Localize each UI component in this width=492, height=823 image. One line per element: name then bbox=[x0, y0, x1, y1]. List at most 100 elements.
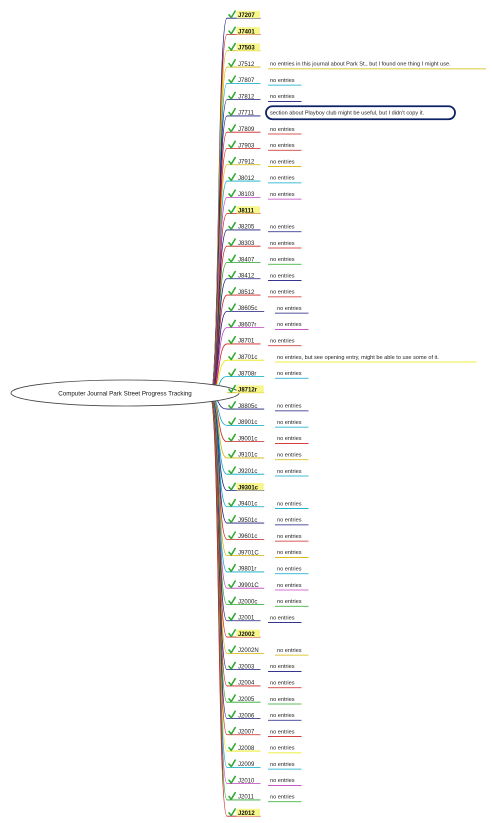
checkmark-icon bbox=[228, 645, 236, 654]
journal-node[interactable]: J2009 no entries bbox=[227, 759, 302, 770]
node-label: J9001c bbox=[238, 436, 257, 442]
journal-node[interactable]: J8512 no entries bbox=[227, 287, 302, 298]
node-label: J2002 bbox=[238, 632, 255, 638]
node-note: no entries bbox=[270, 664, 295, 670]
node-note: no entries bbox=[277, 404, 302, 410]
node-note: no entries bbox=[270, 746, 295, 752]
node-label: J9401c bbox=[238, 502, 257, 508]
node-highlight bbox=[236, 206, 260, 214]
journal-node[interactable]: J7812 no entries bbox=[227, 91, 302, 102]
journal-node[interactable]: J2001 no entries bbox=[227, 612, 302, 623]
node-label: J2012 bbox=[238, 811, 255, 817]
node-label: J9101c bbox=[238, 453, 257, 459]
checkmark-icon bbox=[228, 580, 236, 589]
node-note: no entries bbox=[277, 371, 302, 377]
journal-node[interactable]: J7903 no entries bbox=[227, 140, 302, 151]
journal-node[interactable]: J8205 no entries bbox=[227, 221, 302, 233]
node-label: J2001 bbox=[238, 616, 255, 622]
journal-node[interactable]: J8605c no entries bbox=[227, 303, 309, 314]
checkmark-icon bbox=[228, 612, 236, 621]
checkmark-icon bbox=[228, 401, 236, 410]
node-highlight bbox=[236, 43, 260, 51]
node-label: J8605c bbox=[238, 306, 257, 312]
node-note: no entries bbox=[277, 469, 302, 475]
journal-node[interactable]: J2003 no entries bbox=[227, 661, 302, 672]
journal-node[interactable]: J8103 no entries bbox=[227, 189, 302, 200]
journal-node[interactable]: J2010 no entries bbox=[227, 775, 302, 786]
checkmark-icon bbox=[228, 743, 236, 752]
journal-node[interactable]: J7207 bbox=[227, 10, 261, 19]
checkmark-icon bbox=[228, 775, 236, 784]
journal-node[interactable]: J8111 bbox=[227, 205, 261, 214]
journal-node[interactable]: J8708r no entries bbox=[227, 368, 309, 379]
journal-node[interactable]: J2002N no entries bbox=[227, 645, 309, 656]
child-nodes: J7207 J7401 J7503 J7512 no entries in this j… bbox=[227, 10, 486, 817]
checkmark-icon bbox=[228, 91, 236, 100]
node-note: no entries bbox=[270, 257, 295, 263]
root-node[interactable]: Computer Journal Park Street Progress Tr… bbox=[10, 379, 240, 407]
journal-node[interactable]: J9701C no entries bbox=[227, 547, 309, 558]
node-note: no entries bbox=[277, 322, 302, 328]
journal-node[interactable]: J2006 no entries bbox=[227, 710, 302, 721]
journal-node[interactable]: J9301c bbox=[227, 482, 265, 491]
node-label: J7401 bbox=[238, 29, 255, 35]
node-note: no entries bbox=[277, 436, 302, 442]
journal-node[interactable]: J7807 no entries bbox=[227, 75, 302, 86]
node-note: no entries bbox=[270, 681, 295, 687]
node-note: no entries bbox=[270, 78, 295, 84]
journal-node[interactable]: J8805c no entries bbox=[227, 401, 309, 412]
node-label: J9701C bbox=[238, 550, 259, 556]
checkmark-icon bbox=[228, 173, 236, 182]
journal-node[interactable]: J7711 section about Playboy club might be… bbox=[227, 105, 456, 121]
checkmark-icon bbox=[228, 107, 236, 117]
journal-node[interactable]: J2007 no entries bbox=[227, 726, 302, 737]
checkmark-icon bbox=[228, 26, 236, 35]
journal-node[interactable]: J7912 no entries bbox=[227, 156, 302, 167]
journal-node[interactable]: J9201c no entries bbox=[227, 466, 309, 477]
journal-node[interactable]: J8407 no entries bbox=[227, 254, 302, 265]
journal-node[interactable]: J2008 no entries bbox=[227, 743, 302, 754]
journal-node[interactable]: J7512 no entries in this journal about Pa… bbox=[227, 59, 486, 70]
journal-node[interactable]: J8901c no entries bbox=[227, 417, 309, 428]
journal-node[interactable]: J8303 no entries bbox=[227, 238, 302, 249]
node-note: no entries bbox=[277, 648, 302, 654]
journal-node[interactable]: J8701 no entries bbox=[227, 335, 302, 347]
journal-node[interactable]: J7503 bbox=[227, 42, 261, 52]
node-label: J8412 bbox=[238, 274, 255, 280]
journal-node[interactable]: J7809 no entries bbox=[227, 124, 302, 135]
node-label: J8303 bbox=[238, 241, 255, 247]
checkmark-icon bbox=[228, 710, 236, 719]
node-highlight bbox=[236, 808, 260, 817]
checkmark-icon bbox=[228, 515, 236, 524]
journal-node[interactable]: J8712r bbox=[227, 384, 265, 394]
node-note: no entries bbox=[270, 339, 295, 345]
journal-node[interactable]: J9101c no entries bbox=[227, 449, 309, 461]
checkmark-icon bbox=[228, 677, 236, 687]
journal-node[interactable]: J2011 no entries bbox=[227, 791, 302, 803]
journal-node[interactable]: J2012 bbox=[227, 808, 261, 817]
journal-node[interactable]: J9901C no entries bbox=[227, 580, 309, 591]
node-label: J8407 bbox=[238, 257, 255, 263]
journal-node[interactable]: J9601c no entries bbox=[227, 531, 309, 542]
journal-node[interactable]: J2005 no entries bbox=[227, 694, 302, 705]
journal-node[interactable]: J8012 no entries bbox=[227, 173, 302, 184]
node-label: J9301c bbox=[238, 485, 259, 491]
journal-node[interactable]: J2002 bbox=[227, 629, 261, 638]
journal-node[interactable]: J7401 bbox=[227, 26, 261, 35]
journal-node[interactable]: J9801r no entries bbox=[227, 563, 309, 575]
journal-node[interactable]: J8412 no entries bbox=[227, 270, 302, 281]
node-label: J2005 bbox=[238, 697, 255, 703]
journal-node[interactable]: J9501c no entries bbox=[227, 515, 309, 526]
checkmark-icon bbox=[228, 254, 236, 263]
node-note: no entries bbox=[277, 534, 302, 540]
node-label: J7512 bbox=[238, 62, 255, 68]
node-note: no entries bbox=[277, 501, 302, 507]
journal-node[interactable]: J9001c no entries bbox=[227, 433, 309, 444]
journal-node[interactable]: J2000c no entries bbox=[227, 596, 309, 607]
journal-node[interactable]: J2004 no entries bbox=[227, 677, 302, 689]
journal-node[interactable]: J8701c no entries, but see opening entry,… bbox=[227, 352, 477, 363]
journal-node[interactable]: J8607r no entries bbox=[227, 319, 309, 330]
node-note: no entries bbox=[270, 176, 295, 182]
journal-node[interactable]: J9401c no entries bbox=[227, 498, 309, 509]
node-label: J2003 bbox=[238, 664, 255, 670]
